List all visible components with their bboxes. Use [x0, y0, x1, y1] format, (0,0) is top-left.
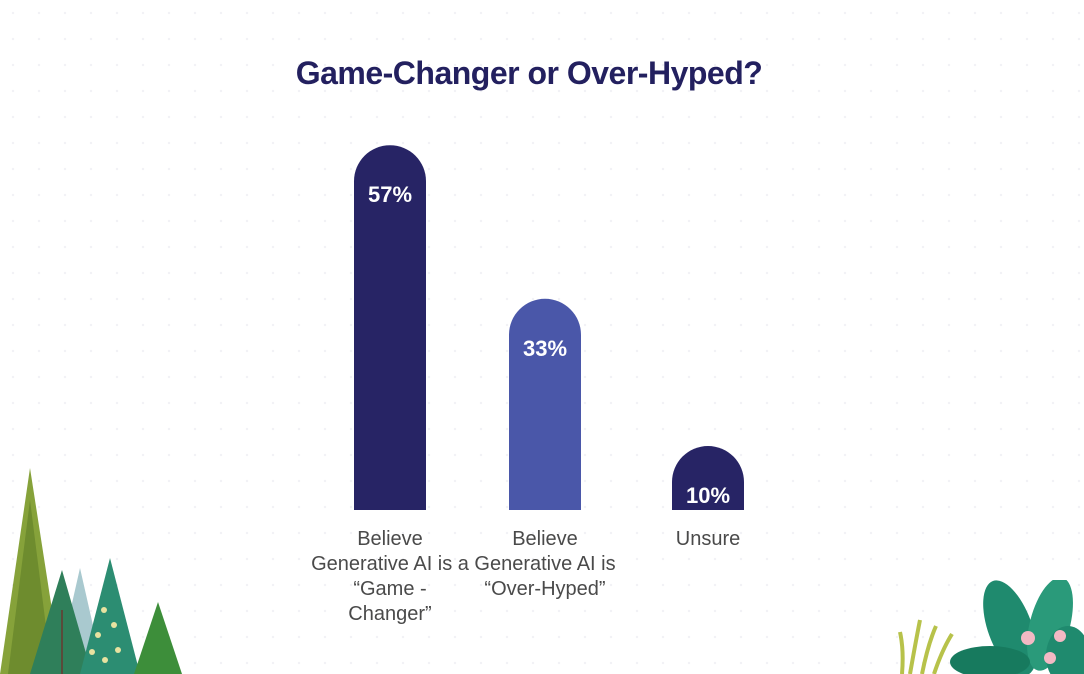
category-label-3: Unsure: [675, 528, 741, 550]
category-label-2: Believe Generative AI is “Over-Hyped”: [474, 528, 616, 600]
chart-title: Game-Changer or Over-Hyped?: [295, 55, 763, 91]
bar-3: [672, 446, 744, 510]
category-label-1: Believe Generative AI is a “Game - Chang…: [311, 528, 469, 625]
data-label-2: 33%: [523, 336, 567, 361]
data-label-3: 10%: [686, 483, 730, 508]
bar-2: [509, 298, 581, 510]
bar-1: [354, 145, 426, 510]
data-label-1: 57%: [368, 182, 412, 207]
plant-illustration: [898, 580, 1084, 674]
forest-illustration: [0, 468, 182, 674]
